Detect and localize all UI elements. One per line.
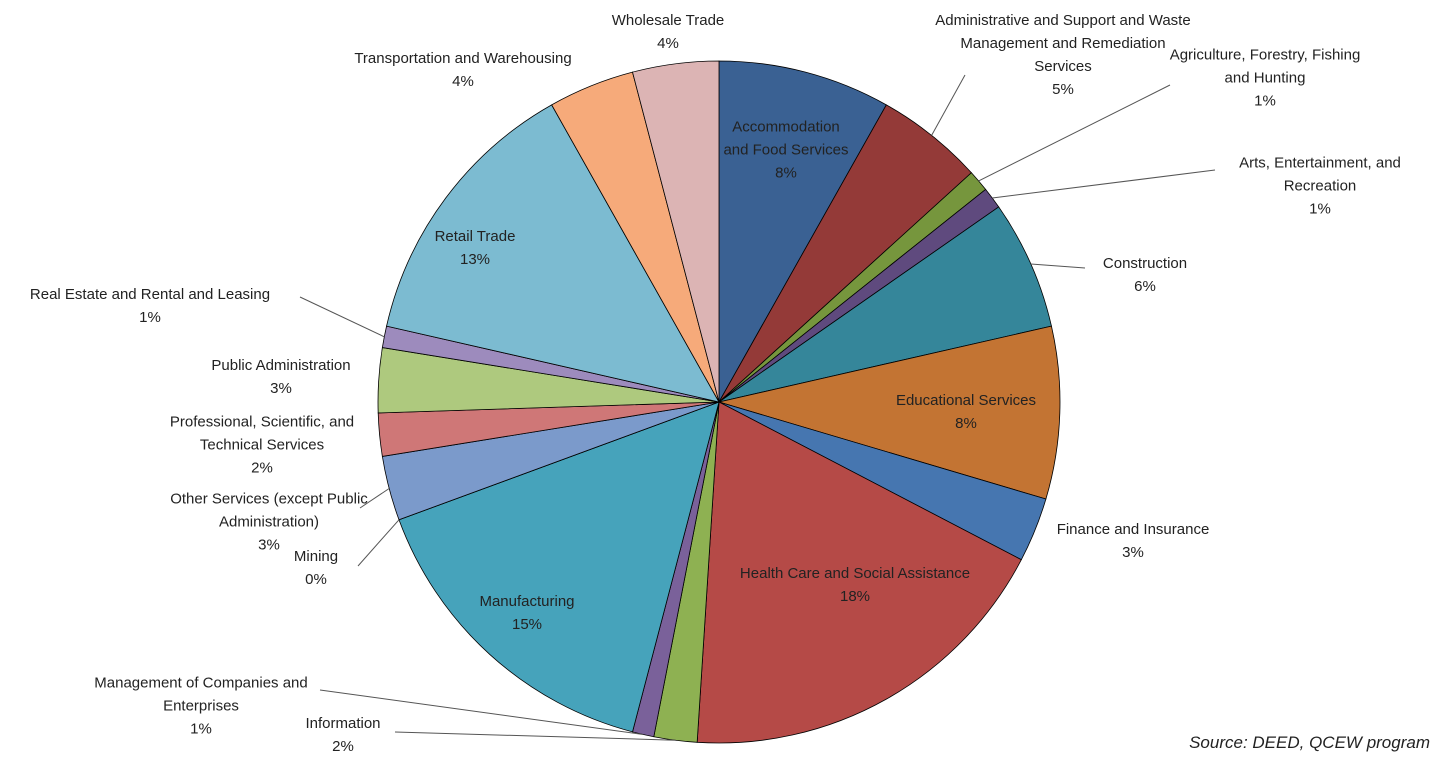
value-label: 1% — [190, 720, 212, 738]
value-label: 13% — [459, 251, 491, 268]
slice-label: Finance and Insurance 3% — [1033, 518, 1233, 564]
value-label: 1% — [1309, 200, 1331, 218]
slice-label: Administrative and Support and Waste Man… — [933, 9, 1193, 101]
slice-label: Management of Companies and Enterprises 1… — [71, 672, 331, 741]
pie-slice — [386, 104, 720, 403]
category-label: Manufacturing — [479, 593, 575, 610]
category-label: Real Estate and Rental and Leasing — [29, 286, 271, 303]
slice-label: Agriculture, Forestry, Fishing and Hunti… — [1165, 44, 1365, 113]
value-label: 3% — [270, 380, 292, 397]
category-label: Professional, Scientific, and Technical … — [169, 413, 355, 454]
category-label: Agriculture, Forestry, Fishing and Hunti… — [1169, 46, 1361, 87]
slice-label: Transportation and Warehousing 4% — [313, 47, 613, 93]
category-label: Transportation and Warehousing — [354, 50, 572, 67]
value-label: 1% — [1254, 92, 1276, 110]
value-label: 2% — [251, 459, 273, 477]
leader-line — [931, 74, 966, 136]
slice-label: Other Services (except Public Administra… — [169, 488, 369, 557]
category-label: Construction — [1102, 255, 1188, 272]
category-label: Management of Companies and Enterprises — [94, 674, 308, 715]
value-label: 8% — [775, 164, 797, 182]
value-label: 3% — [258, 536, 280, 554]
leader-line — [1030, 263, 1086, 269]
value-label: 4% — [657, 35, 679, 52]
pie-slice — [718, 206, 1052, 403]
value-label: 2% — [332, 738, 354, 755]
leader-line — [359, 488, 390, 509]
slice-label: Wholesale Trade 4% — [568, 9, 768, 55]
category-label: Mining — [293, 548, 339, 565]
slice-label: Educational Services 8% — [866, 389, 1066, 435]
value-label: 6% — [1134, 278, 1156, 295]
slice-label: Accommodation and Food Services 8% — [721, 116, 851, 185]
pie-slice — [717, 325, 1061, 500]
slice-label: Health Care and Social Assistance 18% — [705, 562, 1005, 608]
slice-label: Retail Trade 13% — [400, 225, 550, 271]
category-label: Public Administration — [211, 357, 351, 374]
value-label: 5% — [1052, 81, 1074, 98]
slice-label: Construction 6% — [1085, 252, 1205, 298]
value-label: 18% — [839, 588, 871, 605]
leader-line — [299, 296, 385, 338]
pie-slice — [632, 60, 720, 403]
slice-label: Real Estate and Rental and Leasing 1% — [0, 283, 300, 329]
category-label: Accommodation and Food Services — [723, 118, 849, 159]
pie-slice — [398, 401, 720, 733]
category-label: Health Care and Social Assistance — [739, 565, 971, 582]
value-label: 8% — [955, 415, 977, 432]
slice-label: Arts, Entertainment, and Recreation 1% — [1210, 152, 1430, 221]
value-label: 1% — [139, 309, 161, 326]
category-label: Wholesale Trade — [611, 12, 725, 29]
source-note: Source: DEED, QCEW program — [1189, 733, 1430, 752]
category-label: Information — [305, 715, 381, 732]
slice-label: Mining 0% — [276, 545, 356, 591]
slice-label: Public Administration 3% — [171, 354, 391, 400]
value-label: 0% — [305, 571, 327, 588]
slice-label: Information 2% — [283, 712, 403, 758]
leader-line — [992, 169, 1216, 199]
category-label: Other Services (except Public Administra… — [170, 490, 368, 531]
category-label: Educational Services — [895, 392, 1037, 409]
value-label: 3% — [1122, 544, 1144, 561]
leader-line — [394, 731, 676, 741]
leader-line — [978, 84, 1171, 182]
leader-line — [357, 519, 400, 567]
leader-line — [319, 689, 644, 735]
pie-slice — [718, 60, 887, 404]
slice-label: Manufacturing 15% — [427, 590, 627, 636]
category-label: Arts, Entertainment, and Recreation — [1239, 154, 1401, 195]
slice-label: Professional, Scientific, and Technical … — [142, 411, 382, 480]
value-label: 15% — [511, 616, 543, 633]
pie-slice — [696, 401, 1022, 744]
value-label: 4% — [452, 73, 474, 90]
category-label: Retail Trade — [434, 228, 516, 245]
category-label: Administrative and Support and Waste Man… — [935, 12, 1191, 75]
category-label: Finance and Insurance — [1056, 521, 1210, 538]
